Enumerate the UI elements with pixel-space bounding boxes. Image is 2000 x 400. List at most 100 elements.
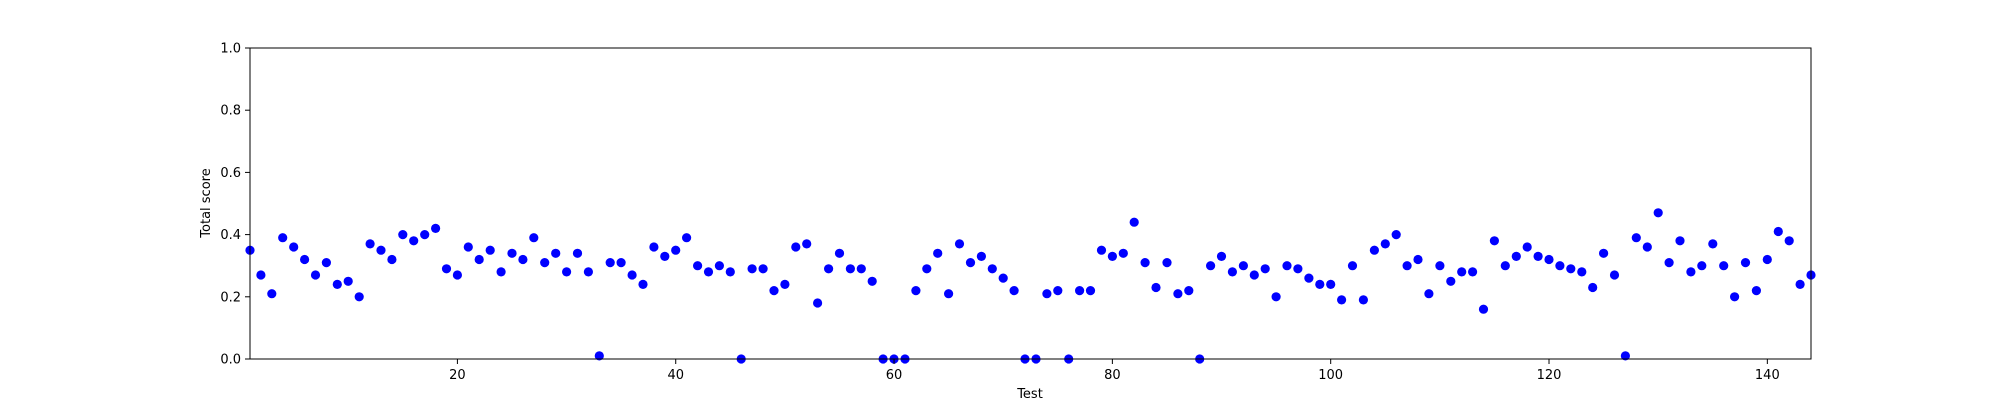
- data-point: [267, 289, 277, 299]
- data-point: [354, 292, 364, 302]
- data-point: [1107, 251, 1117, 261]
- data-point: [540, 258, 550, 268]
- data-point: [529, 233, 539, 243]
- data-point: [1609, 270, 1620, 280]
- data-point: [1489, 236, 1499, 246]
- data-point: [463, 242, 473, 252]
- data-point: [1326, 279, 1336, 289]
- data-point: [1620, 351, 1630, 361]
- data-point: [1358, 295, 1368, 305]
- data-point: [278, 233, 288, 243]
- data-point: [791, 242, 801, 252]
- data-point: [1227, 267, 1237, 277]
- data-point: [987, 264, 997, 274]
- x-tick-label: 20: [449, 368, 466, 383]
- data-point: [310, 270, 321, 280]
- data-point: [1686, 267, 1696, 277]
- data-point: [1271, 292, 1281, 302]
- data-point: [1522, 242, 1532, 252]
- data-point: [856, 264, 866, 274]
- data-point: [1599, 248, 1609, 258]
- data-point: [1238, 261, 1248, 271]
- data-point: [1042, 289, 1052, 299]
- y-tick-label: 0.8: [220, 104, 241, 119]
- x-axis-label: Test: [1016, 387, 1043, 400]
- data-point: [583, 267, 594, 277]
- data-point: [1009, 286, 1019, 296]
- data-point: [562, 267, 572, 277]
- data-point: [1708, 239, 1718, 249]
- data-point: [1085, 286, 1096, 296]
- data-point: [1053, 286, 1063, 296]
- data-point: [1555, 261, 1565, 271]
- data-point: [1435, 261, 1445, 271]
- data-point: [1544, 254, 1554, 265]
- data-point: [376, 245, 386, 255]
- data-point: [1653, 208, 1663, 218]
- data-point: [398, 230, 408, 240]
- data-point: [1413, 254, 1423, 265]
- data-point: [1184, 286, 1194, 296]
- data-point: [1162, 258, 1172, 268]
- y-tick-label: 0.4: [220, 228, 241, 243]
- data-point: [714, 261, 725, 271]
- data-point: [933, 248, 943, 258]
- y-axis-label: Total score: [199, 168, 214, 238]
- data-point: [1642, 242, 1652, 252]
- data-point: [1533, 251, 1543, 261]
- data-point: [289, 242, 299, 252]
- data-point: [965, 258, 976, 268]
- data-point: [1096, 245, 1107, 255]
- data-point: [769, 286, 779, 296]
- data-point: [660, 251, 670, 261]
- data-point: [256, 270, 266, 280]
- data-point: [474, 254, 484, 265]
- data-point: [1762, 254, 1772, 265]
- data-point: [1719, 261, 1729, 271]
- y-tick-label: 0.2: [220, 290, 241, 305]
- data-point: [1740, 258, 1751, 268]
- data-point: [813, 298, 823, 308]
- data-point: [452, 270, 462, 280]
- data-point: [1511, 251, 1521, 261]
- data-point: [1315, 279, 1325, 289]
- data-point: [1347, 261, 1358, 271]
- y-axis: 0.0 0.2 0.4 0.6 0.8 1.0: [220, 42, 250, 368]
- data-point: [1173, 289, 1183, 299]
- data-point: [1424, 289, 1434, 299]
- data-point: [1260, 264, 1270, 274]
- data-point: [1730, 292, 1740, 302]
- data-point: [1468, 267, 1478, 277]
- data-point: [867, 276, 877, 286]
- data-point: [1380, 239, 1390, 249]
- y-tick-label: 0.6: [220, 166, 241, 181]
- data-point: [431, 223, 441, 233]
- x-tick-label: 40: [667, 368, 684, 383]
- data-point: [387, 254, 397, 265]
- y-tick-label: 0.0: [220, 353, 241, 368]
- data-point: [1402, 261, 1412, 271]
- data-point: [496, 267, 506, 277]
- data-point: [1140, 258, 1150, 268]
- data-point: [300, 254, 310, 265]
- x-tick-label: 140: [1755, 368, 1780, 383]
- data-point: [1151, 282, 1161, 293]
- data-point: [441, 264, 452, 274]
- data-point: [998, 273, 1008, 283]
- data-point: [605, 258, 615, 268]
- data-point: [834, 248, 845, 258]
- data-point: [507, 248, 517, 258]
- data-point: [1697, 261, 1707, 271]
- plot-area-frame: [249, 47, 1812, 360]
- data-point: [420, 230, 430, 240]
- data-point: [1282, 261, 1292, 271]
- data-point: [1304, 273, 1314, 283]
- data-point: [1446, 276, 1456, 286]
- data-point: [944, 289, 954, 299]
- data-point: [332, 279, 342, 289]
- data-point: [1795, 279, 1805, 289]
- data-point: [1391, 230, 1401, 240]
- data-point: [485, 245, 495, 255]
- data-point: [758, 264, 768, 274]
